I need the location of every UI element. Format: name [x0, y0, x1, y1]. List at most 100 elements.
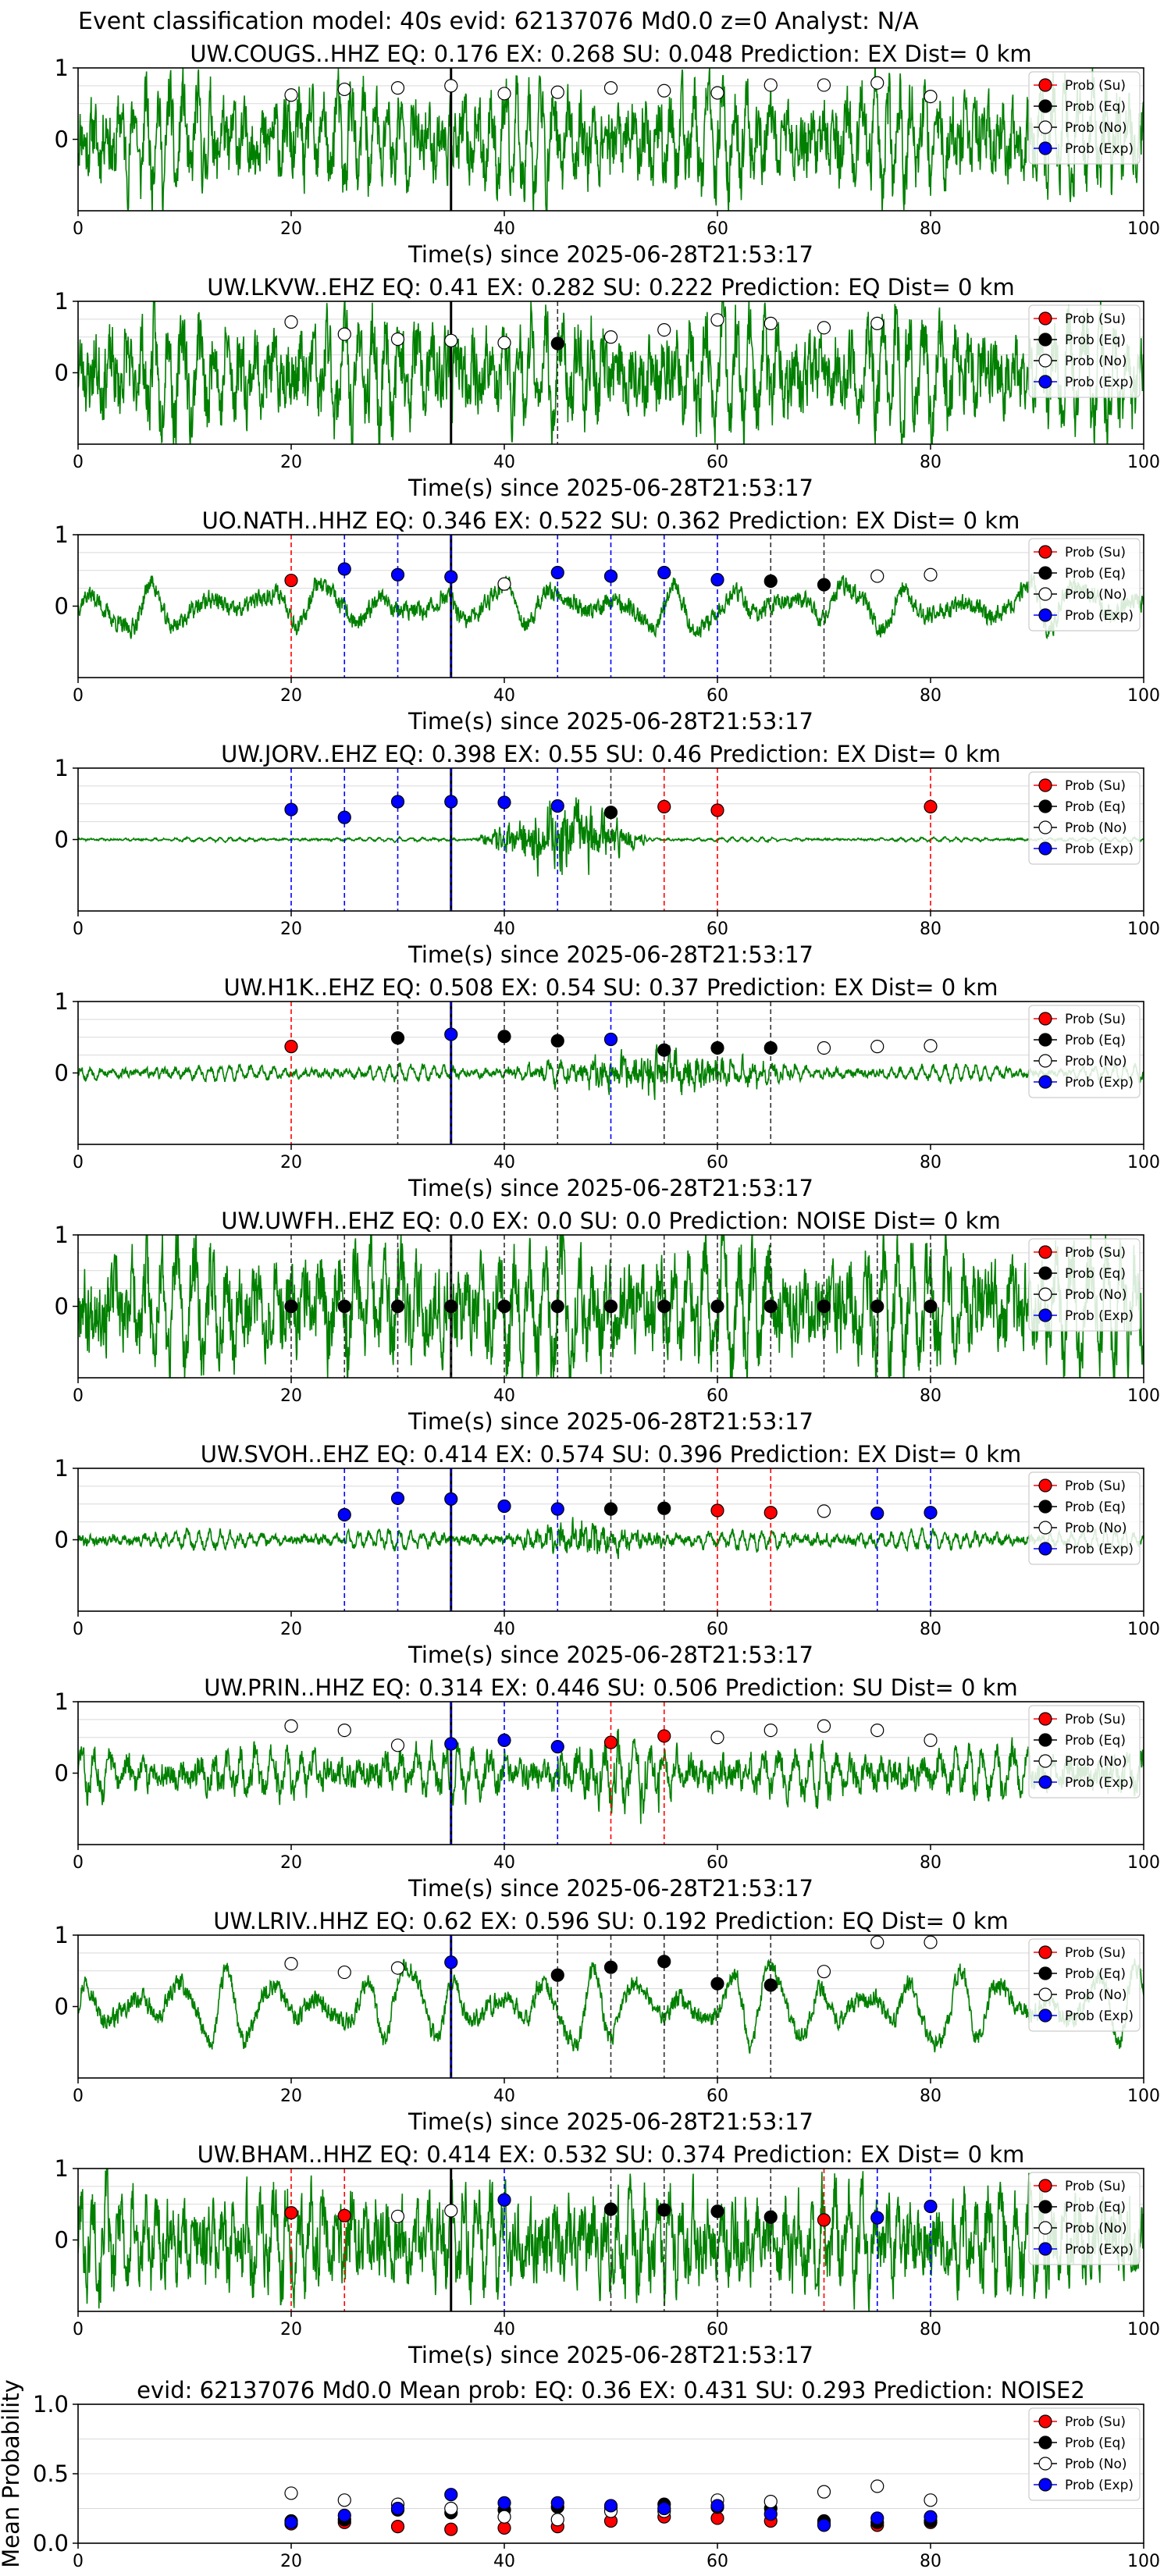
prob-point-no — [657, 323, 671, 337]
x-tick-label: 40 — [493, 2320, 515, 2339]
prob-point-eq — [763, 2210, 778, 2224]
prob-point-no — [763, 2495, 778, 2509]
panel-title: UW.H1K..EHZ EQ: 0.508 EX: 0.54 SU: 0.37 … — [223, 974, 998, 1001]
x-tick-label: 60 — [707, 453, 728, 472]
prob-point-no — [870, 569, 884, 583]
x-tick-label: 0 — [73, 1153, 84, 1172]
prob-point-eq — [550, 1299, 564, 1314]
prob-point-no — [870, 1724, 884, 1738]
legend-label: Prob (Exp) — [1065, 841, 1134, 857]
prob-point-eq — [657, 1299, 671, 1314]
prob-point-exp — [390, 1491, 405, 1506]
prob-point-eq — [657, 2203, 671, 2217]
legend-marker-su — [1038, 311, 1052, 326]
prob-point-eq — [763, 574, 778, 589]
legend-label: Prob (Exp) — [1065, 1542, 1134, 1557]
prob-point-no — [924, 568, 938, 582]
x-tick-label: 100 — [1127, 219, 1160, 239]
prob-point-eq — [550, 1968, 564, 1982]
x-tick-label: 60 — [707, 686, 728, 706]
prob-point-exp — [497, 1499, 511, 1514]
legend-label: Prob (No) — [1065, 1754, 1127, 1770]
x-axis-label: Time(s) since 2025-06-28T21:53:17 — [408, 941, 813, 968]
x-axis-label: Time(s) since 2025-06-28T21:53:17 — [408, 1875, 813, 1902]
y-tick-label: 0 — [55, 1527, 69, 1553]
prob-point-exp — [763, 2507, 778, 2521]
legend-label: Prob (Exp) — [1065, 2242, 1134, 2258]
prob-point-no — [817, 2485, 831, 2499]
prob-point-exp — [924, 2510, 938, 2524]
x-tick-label: 20 — [280, 2087, 302, 2106]
x-tick-label: 60 — [707, 2552, 728, 2571]
legend-marker-su — [1038, 78, 1052, 92]
prob-point-eq — [763, 1299, 778, 1314]
prob-point-exp — [497, 2193, 511, 2207]
legend-label: Prob (No) — [1065, 120, 1127, 136]
prob-point-no — [710, 86, 724, 100]
legend-marker-eq — [1038, 1966, 1052, 1980]
legend-label: Prob (No) — [1065, 2457, 1127, 2472]
prob-point-eq — [657, 1955, 671, 1969]
x-tick-label: 80 — [920, 2320, 941, 2339]
prob-point-no — [284, 2486, 298, 2500]
y-tick-label: 1 — [55, 1222, 69, 1248]
y-tick-label: 0 — [55, 1994, 69, 2020]
x-tick-label: 100 — [1127, 920, 1160, 939]
prob-point-no — [444, 2204, 458, 2218]
prob-point-exp — [444, 2488, 458, 2502]
x-axis-label: Time(s) since 2025-06-28T21:53:17 — [408, 1642, 813, 1668]
y-tick-label: 0.0 — [33, 2530, 69, 2556]
x-tick-label: 100 — [1127, 1620, 1160, 1639]
legend-label: Prob (No) — [1065, 587, 1127, 603]
legend-marker-su — [1038, 2179, 1052, 2193]
prob-point-exp — [657, 565, 671, 580]
x-tick-label: 40 — [493, 219, 515, 239]
x-axis-label: Time(s) since 2025-06-28T21:53:17 — [408, 241, 813, 268]
legend-marker-su — [1038, 2414, 1052, 2428]
prob-point-exp — [603, 2499, 618, 2513]
prob-point-eq — [763, 1041, 778, 1055]
prob-point-eq — [924, 1299, 938, 1314]
prob-point-su — [497, 2521, 511, 2535]
prob-point-no — [603, 330, 618, 344]
prob-point-su — [710, 803, 724, 817]
legend-box — [1028, 2172, 1141, 2265]
x-tick-label: 0 — [73, 2552, 84, 2571]
prob-point-su — [603, 1735, 618, 1749]
prob-point-exp — [924, 2199, 938, 2214]
panel-title: UW.LRIV..HHZ EQ: 0.62 EX: 0.596 SU: 0.19… — [213, 1908, 1009, 1934]
legend-marker-no — [1038, 1054, 1052, 1068]
y-tick-label: 0 — [55, 2227, 69, 2254]
prob-point-exp — [390, 568, 405, 582]
legend-marker-no — [1038, 587, 1052, 601]
x-tick-label: 80 — [920, 686, 941, 706]
prob-point-no — [390, 332, 405, 347]
panel-4: UW.JORV..EHZ EQ: 0.398 EX: 0.55 SU: 0.46… — [55, 741, 1160, 968]
prob-point-exp — [444, 570, 458, 584]
panel-11: evid: 62137076 Md0.0 Mean prob: EQ: 0.36… — [0, 2377, 1160, 2571]
x-tick-label: 80 — [920, 1620, 941, 1639]
x-tick-label: 20 — [280, 1386, 302, 1406]
x-tick-label: 60 — [707, 1620, 728, 1639]
legend-marker-no — [1038, 820, 1052, 834]
prob-point-eq — [603, 806, 618, 820]
legend-marker-no — [1038, 1754, 1052, 1768]
panel-title: UO.NATH..HHZ EQ: 0.346 EX: 0.522 SU: 0.3… — [202, 507, 1020, 534]
prob-point-exp — [390, 795, 405, 809]
prob-point-exp — [337, 1507, 351, 1522]
prob-point-no — [763, 316, 778, 330]
x-tick-label: 0 — [73, 1620, 84, 1639]
prob-point-no — [337, 327, 351, 341]
prob-point-no — [657, 84, 671, 98]
x-tick-label: 0 — [73, 686, 84, 706]
panel-6: UW.UWFH..EHZ EQ: 0.0 EX: 0.0 SU: 0.0 Pre… — [55, 1208, 1160, 1435]
legend-marker-no — [1038, 1287, 1052, 1301]
legend-label: Prob (Eq) — [1065, 99, 1126, 115]
x-tick-label: 40 — [493, 2552, 515, 2571]
y-tick-label: 1 — [55, 521, 69, 548]
prob-point-no — [924, 1935, 938, 1949]
prob-point-exp — [444, 1737, 458, 1751]
prob-point-no — [870, 1040, 884, 1054]
legend-marker-eq — [1038, 1266, 1052, 1280]
